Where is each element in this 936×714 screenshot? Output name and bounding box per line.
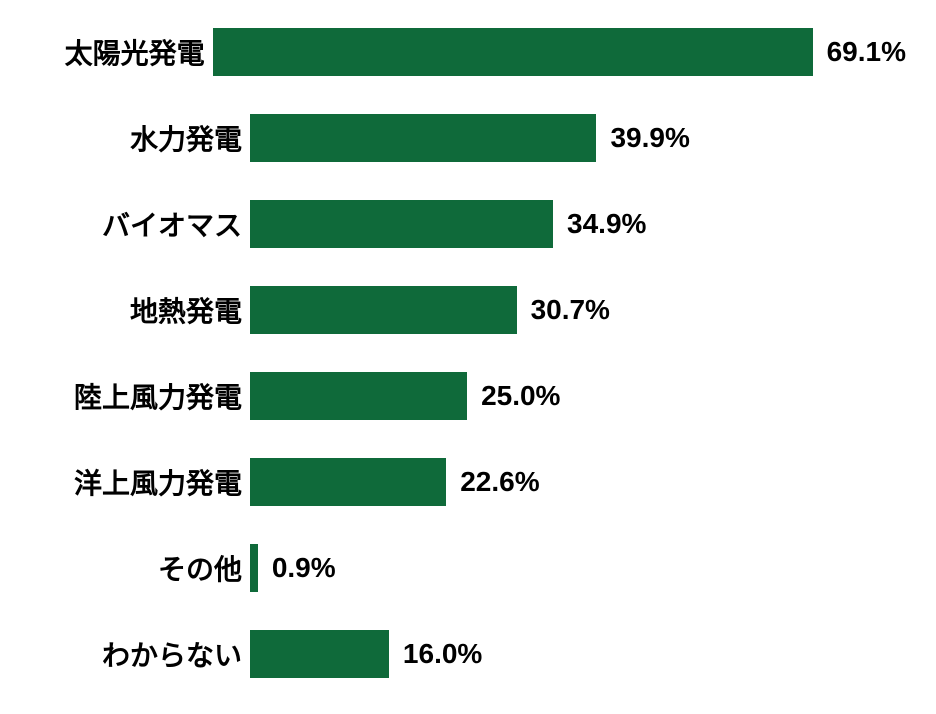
bar-row: 陸上風力発電 25.0% [30,372,906,420]
bar-row: その他 0.9% [30,544,906,592]
bar-value: 30.7% [531,294,610,326]
bar-container: 25.0% [250,372,906,420]
bar-container: 22.6% [250,458,906,506]
bar-label: 水力発電 [30,118,250,158]
bar [250,458,446,506]
bar-container: 16.0% [250,630,906,678]
bar-label: 洋上風力発電 [30,462,250,502]
bar-value: 25.0% [481,380,560,412]
bar-value: 34.9% [567,208,646,240]
bar-row: 太陽光発電 69.1% [30,28,906,76]
bar-value: 69.1% [827,36,906,68]
bar-value: 39.9% [610,122,689,154]
bar [250,114,596,162]
bar-label: バイオマス [30,204,250,244]
bar-value: 16.0% [403,638,482,670]
bar [250,200,553,248]
bar-row: バイオマス 34.9% [30,200,906,248]
bar-container: 39.9% [250,114,906,162]
bar-label: 陸上風力発電 [30,376,250,416]
bar-value: 0.9% [272,552,336,584]
bar-container: 69.1% [213,28,906,76]
bar-row: 地熱発電 30.7% [30,286,906,334]
bar-container: 0.9% [250,544,906,592]
bar-container: 34.9% [250,200,906,248]
bar-label: わからない [30,634,250,674]
bar [250,544,258,592]
bar-row: 洋上風力発電 22.6% [30,458,906,506]
bar-label: 太陽光発電 [30,32,213,72]
bar [250,630,389,678]
bar-container: 30.7% [250,286,906,334]
bar-row: 水力発電 39.9% [30,114,906,162]
bar [250,372,467,420]
bar-label: 地熱発電 [30,290,250,330]
bar [250,286,517,334]
bar-label: その他 [30,548,250,588]
bar [213,28,813,76]
bar-value: 22.6% [460,466,539,498]
horizontal-bar-chart: 太陽光発電 69.1% 水力発電 39.9% バイオマス 34.9% 地熱発電 30.7% 陸上… [30,20,906,678]
bar-row: わからない 16.0% [30,630,906,678]
